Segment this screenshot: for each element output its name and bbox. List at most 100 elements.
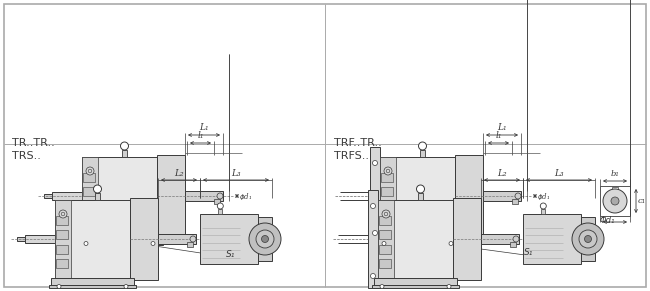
Bar xyxy=(368,190,378,288)
Bar xyxy=(55,200,71,278)
Circle shape xyxy=(449,242,453,246)
Bar xyxy=(51,278,134,285)
Circle shape xyxy=(120,142,129,150)
Bar xyxy=(381,173,393,182)
Text: TR..TR..: TR..TR.. xyxy=(12,138,55,148)
Text: L₂: L₂ xyxy=(497,168,507,178)
Text: Φd₁: Φd₁ xyxy=(600,216,616,225)
Bar xyxy=(372,285,459,288)
Circle shape xyxy=(579,230,597,248)
Bar xyxy=(380,157,396,235)
Bar xyxy=(25,235,55,243)
Bar xyxy=(453,198,481,280)
Circle shape xyxy=(57,285,61,288)
Circle shape xyxy=(447,285,451,288)
Bar xyxy=(600,186,630,216)
Bar xyxy=(130,198,158,280)
Bar xyxy=(44,194,52,198)
Circle shape xyxy=(382,210,390,218)
Bar xyxy=(420,150,425,157)
Bar xyxy=(510,242,516,247)
Bar xyxy=(370,147,380,245)
Circle shape xyxy=(372,161,378,166)
Bar xyxy=(55,200,130,278)
Bar xyxy=(380,157,455,235)
Bar xyxy=(376,235,459,242)
Text: b₁: b₁ xyxy=(610,171,619,178)
Text: c₁: c₁ xyxy=(638,197,646,205)
Text: TRS..: TRS.. xyxy=(12,151,41,161)
Bar xyxy=(381,216,393,225)
Bar xyxy=(378,200,453,278)
Bar xyxy=(56,230,68,239)
Text: S₁: S₁ xyxy=(226,250,235,259)
Bar xyxy=(17,237,25,241)
Circle shape xyxy=(217,203,224,209)
Circle shape xyxy=(417,185,424,193)
Circle shape xyxy=(372,230,378,235)
Circle shape xyxy=(572,223,604,255)
Text: TRF..TR..: TRF..TR.. xyxy=(334,138,382,148)
Circle shape xyxy=(513,236,519,242)
Circle shape xyxy=(611,197,619,205)
Bar xyxy=(76,242,163,245)
Text: L₁: L₁ xyxy=(199,123,209,132)
Circle shape xyxy=(94,185,101,193)
Bar xyxy=(82,157,98,235)
Bar xyxy=(83,187,95,196)
Circle shape xyxy=(584,235,592,242)
Circle shape xyxy=(380,285,384,288)
Circle shape xyxy=(384,167,392,175)
Circle shape xyxy=(419,142,426,150)
Bar xyxy=(581,217,595,261)
Bar xyxy=(379,230,391,239)
Bar xyxy=(157,155,185,237)
Text: L₂: L₂ xyxy=(174,168,184,178)
Bar xyxy=(258,217,272,261)
Bar xyxy=(483,191,521,201)
Bar xyxy=(56,244,68,253)
Circle shape xyxy=(217,193,223,199)
Bar xyxy=(83,216,95,225)
Circle shape xyxy=(151,242,155,246)
Circle shape xyxy=(124,285,128,288)
Bar xyxy=(374,242,461,245)
Circle shape xyxy=(261,235,268,242)
Bar xyxy=(49,285,136,288)
Bar xyxy=(455,155,483,237)
Bar xyxy=(214,199,220,204)
Bar xyxy=(523,214,581,264)
Bar xyxy=(512,199,518,204)
Bar xyxy=(374,278,457,285)
Circle shape xyxy=(84,242,88,246)
Bar xyxy=(83,173,95,182)
Bar xyxy=(83,201,95,210)
Bar xyxy=(378,200,394,278)
Circle shape xyxy=(249,223,281,255)
Bar xyxy=(52,192,82,200)
Circle shape xyxy=(603,189,627,213)
Circle shape xyxy=(190,236,196,242)
Bar xyxy=(418,193,423,200)
Bar xyxy=(379,244,391,253)
Circle shape xyxy=(382,242,386,246)
Text: $\phi$d₁: $\phi$d₁ xyxy=(537,191,550,201)
Bar xyxy=(56,259,68,268)
Bar xyxy=(541,209,545,214)
Bar xyxy=(379,216,391,224)
Bar xyxy=(218,209,222,214)
Bar xyxy=(187,242,193,247)
Circle shape xyxy=(515,193,521,199)
Text: L₃: L₃ xyxy=(231,168,240,178)
Circle shape xyxy=(540,203,546,209)
Text: l₁: l₁ xyxy=(495,132,502,141)
Bar xyxy=(78,235,161,242)
Circle shape xyxy=(370,274,376,278)
Text: L₁: L₁ xyxy=(497,123,507,132)
Text: TRFS..: TRFS.. xyxy=(334,151,369,161)
Bar xyxy=(185,191,223,201)
Circle shape xyxy=(86,167,94,175)
Bar xyxy=(158,234,196,244)
Bar xyxy=(481,234,519,244)
Bar xyxy=(381,201,393,210)
